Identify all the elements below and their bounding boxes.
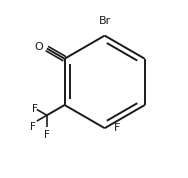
Text: F: F <box>114 123 120 133</box>
Text: Br: Br <box>99 16 111 26</box>
Text: F: F <box>30 122 36 132</box>
Text: F: F <box>44 130 50 140</box>
Text: O: O <box>35 42 43 52</box>
Text: F: F <box>32 104 38 114</box>
